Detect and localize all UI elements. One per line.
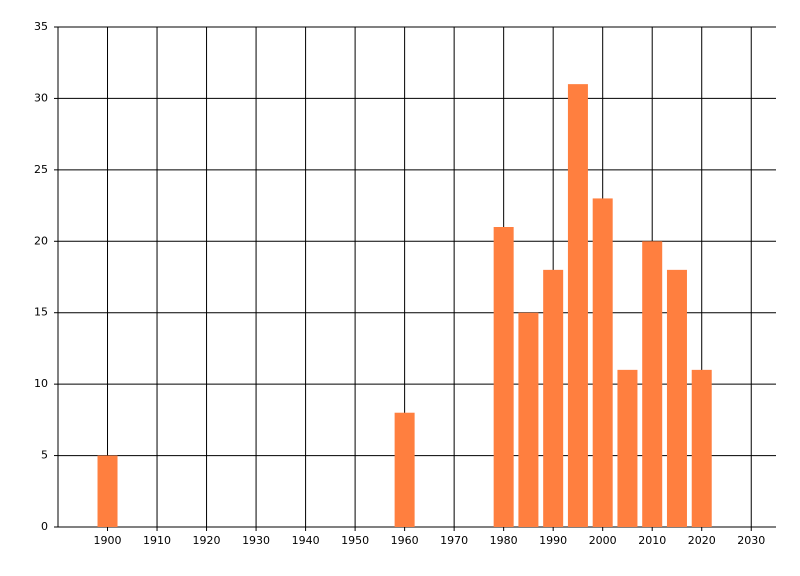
bar — [666, 269, 687, 527]
bar — [493, 227, 514, 527]
bar — [592, 198, 613, 527]
y-tick-label: 25 — [34, 163, 48, 176]
y-tick-label: 30 — [34, 91, 48, 104]
bar — [567, 84, 588, 528]
x-tick-label: 1960 — [391, 534, 419, 547]
x-tick-label: 1900 — [94, 534, 122, 547]
y-tick-label: 0 — [41, 520, 48, 533]
x-tick-label: 2030 — [737, 534, 765, 547]
x-tick-label: 1950 — [341, 534, 369, 547]
x-tick-label: 1990 — [539, 534, 567, 547]
bar — [97, 455, 118, 527]
bar — [543, 269, 564, 527]
x-tick-label: 1940 — [292, 534, 320, 547]
bar — [394, 412, 415, 527]
y-tick-label: 5 — [41, 449, 48, 462]
x-tick-label: 1970 — [440, 534, 468, 547]
y-tick-label: 10 — [34, 377, 48, 390]
x-tick-label: 1910 — [143, 534, 171, 547]
x-tick-label: 2000 — [589, 534, 617, 547]
x-tick-label: 2020 — [688, 534, 716, 547]
bar — [691, 369, 712, 527]
y-tick-label: 15 — [34, 306, 48, 319]
y-tick-label: 35 — [34, 20, 48, 33]
bar — [518, 312, 539, 527]
x-tick-label: 1920 — [193, 534, 221, 547]
bar — [642, 241, 663, 528]
x-tick-label: 1930 — [242, 534, 270, 547]
bar — [617, 369, 638, 527]
x-tick-label: 1980 — [490, 534, 518, 547]
y-tick-label: 20 — [34, 234, 48, 247]
x-tick-label: 2010 — [638, 534, 666, 547]
